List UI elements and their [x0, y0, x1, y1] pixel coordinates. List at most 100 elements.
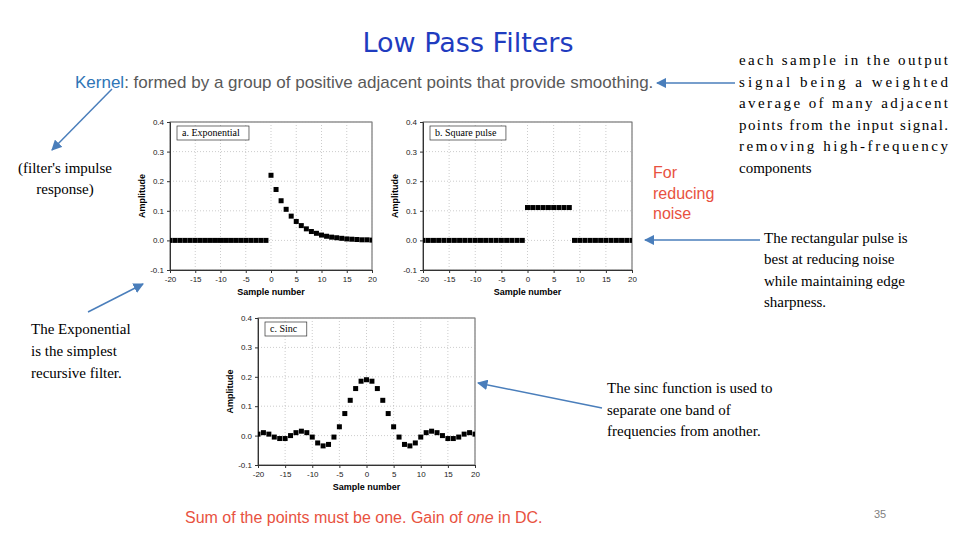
tick-mark [394, 465, 395, 468]
grid-line-x [501, 122, 502, 270]
data-point [483, 238, 488, 243]
tick-mark [580, 270, 581, 273]
note-line: frequencies from another. [607, 423, 761, 439]
tick: 10 [576, 270, 585, 284]
axis-line [171, 271, 373, 274]
tick: 0.4 [153, 118, 170, 127]
tick-mark [475, 270, 476, 273]
data-point [562, 205, 567, 210]
data-point [440, 433, 445, 438]
tick-label: 0.4 [153, 118, 165, 127]
data-point [462, 238, 467, 243]
data-point [451, 436, 456, 441]
y-axis: -0.10.00.10.20.30.4 [403, 118, 423, 275]
chart-title: b. Square pulse [435, 127, 497, 138]
data-point [315, 440, 320, 445]
data-point [233, 238, 238, 243]
tick: -5 [498, 270, 506, 284]
data-point [509, 238, 514, 243]
arrow [657, 82, 735, 84]
noise-note: Forreducingnoise [653, 164, 714, 222]
grid-line-x [195, 122, 196, 270]
data-point [353, 386, 358, 391]
data-point [238, 238, 243, 243]
tick-label: 15 [343, 275, 352, 284]
data-point [468, 238, 473, 243]
data-point [473, 432, 476, 437]
tick-label: -20 [418, 275, 430, 284]
tick-mark [367, 465, 368, 468]
data-point [407, 443, 412, 448]
grid-line-y [258, 347, 475, 348]
grid-line-x [579, 122, 580, 270]
tick: -0.1 [238, 461, 258, 470]
data-point [359, 237, 364, 242]
tick: 0 [365, 465, 370, 479]
tick-mark [420, 181, 423, 182]
tick-label: 5 [295, 275, 300, 284]
data-point [452, 238, 457, 243]
tick-mark [195, 270, 196, 273]
tick: 0.0 [241, 432, 258, 441]
tick-label: 20 [471, 470, 480, 479]
data-point [572, 238, 577, 243]
tick: 0.1 [153, 207, 170, 216]
tick-label: 0.1 [153, 207, 165, 216]
x-axis: -20-15-10-505101520 [165, 270, 378, 284]
tick-label: 0.4 [241, 314, 253, 323]
grid-line-x [447, 318, 448, 465]
data-point [218, 238, 223, 243]
tick-label: 0.3 [153, 148, 165, 157]
arrow [52, 89, 112, 150]
tick: 0.1 [406, 207, 423, 216]
tick: -20 [253, 465, 265, 479]
tick-mark [420, 240, 423, 241]
data-point [253, 238, 258, 243]
plot-frame [423, 122, 632, 270]
tick-mark [285, 465, 286, 468]
tick-label: -15 [280, 470, 292, 479]
data-point [494, 238, 499, 243]
grid-line-x [420, 318, 421, 465]
chart: -20-15-10-505101520-0.10.00.10.20.30.4Sa… [137, 118, 377, 297]
impulse-note: (filter's impulseresponse) [18, 160, 112, 198]
exponential-note: The Exponentialis the simplestrecursive … [31, 321, 131, 381]
data-point [299, 429, 304, 434]
tick-mark [347, 270, 348, 273]
chart: -20-15-10-505101520-0.10.00.10.20.30.4Sa… [390, 118, 637, 297]
tick-mark [501, 270, 502, 273]
page-number: 35 [874, 508, 886, 520]
data-point [266, 432, 271, 437]
tick-label: 0.0 [241, 432, 253, 441]
data-point [261, 430, 266, 435]
note-line: The rectangular pulse is [764, 230, 908, 246]
grid [170, 122, 372, 270]
data-point [588, 238, 593, 243]
data-point [413, 440, 418, 445]
data-point [369, 379, 374, 384]
tick-mark [420, 122, 423, 123]
footer: Sum of the points must be one. Gain of o… [185, 509, 543, 526]
tick-label: 10 [417, 470, 426, 479]
note-line: while maintaining edge [764, 273, 905, 289]
data-point [441, 238, 446, 243]
data-point [603, 238, 608, 243]
slide-title: Low Pass Filters [362, 27, 573, 58]
data-point [294, 219, 299, 224]
tick-mark [339, 465, 340, 468]
markers [170, 173, 372, 243]
chart: -20-15-10-505101520-0.10.00.10.20.30.4Sa… [225, 314, 480, 492]
note-line: The Exponential [31, 321, 131, 337]
tick-label: -0.1 [403, 266, 417, 275]
axis-line [420, 123, 424, 271]
tick-label: -10 [307, 470, 319, 479]
note-line: separate one band of [607, 402, 731, 418]
tick-mark [554, 270, 555, 273]
y-axis: -0.10.00.10.20.30.4 [150, 118, 170, 275]
data-point [277, 436, 282, 441]
tick: 0 [269, 270, 274, 284]
data-point [349, 237, 354, 242]
tick-label: -5 [336, 470, 344, 479]
grid-line-y [423, 210, 632, 211]
data-point [310, 435, 315, 440]
